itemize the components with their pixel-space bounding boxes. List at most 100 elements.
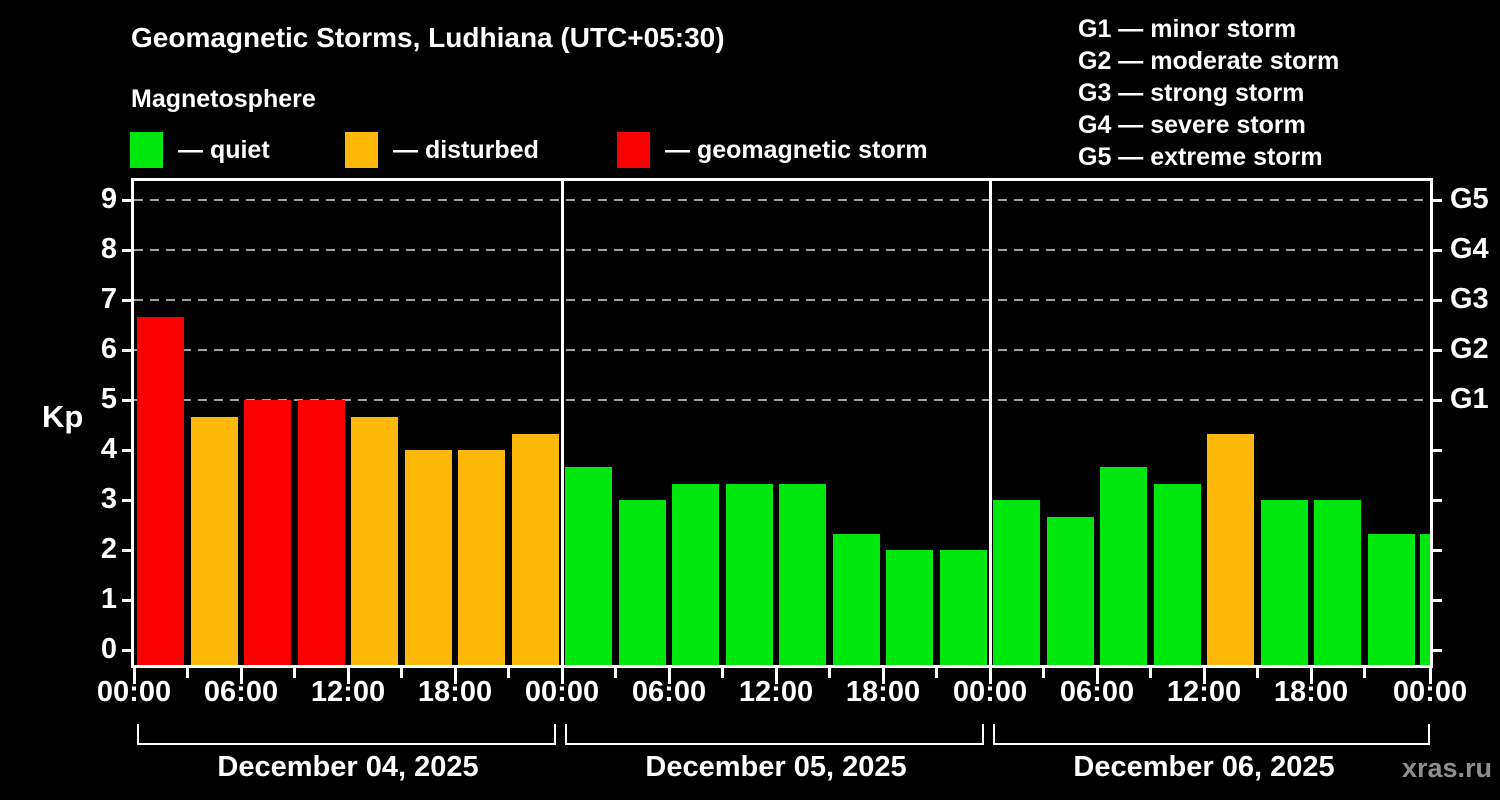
quiet-swatch-icon	[130, 132, 163, 168]
kp-bar	[1153, 483, 1201, 665]
x-axis-tick	[721, 668, 724, 678]
x-axis-label: 18:00	[845, 676, 921, 708]
right-axis-tick	[1433, 348, 1442, 352]
kp-bar	[618, 500, 666, 665]
x-axis-label: 12:00	[1166, 676, 1242, 708]
x-axis-tick	[560, 668, 564, 684]
y-axis-tick	[122, 248, 131, 252]
legend-label-storm: — geomagnetic storm	[665, 135, 928, 164]
chart-title: Geomagnetic Storms, Ludhiana (UTC+05:30)	[131, 22, 725, 53]
kp-bar	[779, 483, 826, 665]
right-axis-tick	[1433, 448, 1442, 452]
x-axis-tick	[186, 668, 189, 678]
x-axis-tick	[346, 668, 350, 684]
x-axis-tick	[828, 668, 831, 678]
x-axis-tick	[774, 668, 778, 684]
kp-bar	[832, 533, 880, 665]
y-axis-tick	[122, 648, 131, 652]
g-scale-label: G5	[1450, 183, 1489, 215]
x-axis-tick	[132, 668, 136, 684]
kp-bar	[565, 466, 612, 665]
x-axis-label: 00:00	[96, 676, 172, 708]
x-axis-tick	[1095, 668, 1099, 684]
right-axis-tick	[1433, 298, 1442, 302]
storm-swatch-icon	[617, 132, 650, 168]
y-axis-tick	[122, 598, 131, 602]
kp-gridline-7	[134, 299, 1430, 301]
legend-item-storm: — geomagnetic storm	[617, 131, 928, 169]
x-axis-label: 06:00	[203, 676, 279, 708]
y-axis-tick	[122, 198, 131, 202]
x-axis-tick	[667, 668, 671, 684]
kp-bar	[725, 483, 773, 665]
kp-bar	[137, 316, 184, 665]
kp-bar	[886, 550, 933, 665]
x-axis-tick	[293, 668, 296, 678]
y-axis-tick	[122, 348, 131, 352]
disturbed-swatch-icon	[345, 132, 378, 168]
kp-gridline-5	[134, 399, 1430, 401]
kp-gridline-6	[134, 349, 1430, 351]
y-axis-label: 1	[100, 583, 117, 615]
x-axis-tick	[1428, 668, 1432, 684]
day-separator	[560, 181, 564, 665]
x-axis-label: 18:00	[1273, 676, 1349, 708]
kp-bar	[404, 450, 452, 665]
kp-bar	[244, 400, 291, 665]
legend-label-disturbed: — disturbed	[393, 135, 539, 164]
kp-bar	[1046, 516, 1094, 665]
y-axis-label: 3	[100, 483, 117, 515]
x-axis-tick	[1309, 668, 1313, 684]
x-axis-tick	[453, 668, 457, 684]
g-scale-legend-item: G2 — moderate storm	[1078, 47, 1340, 75]
kp-bar	[511, 433, 559, 665]
date-label: December 05, 2025	[645, 751, 907, 783]
kp-bar	[939, 550, 987, 665]
x-axis-label: 06:00	[631, 676, 707, 708]
y-axis-label: 7	[100, 283, 117, 315]
y-axis-label: 5	[100, 383, 117, 415]
kp-bar	[1207, 433, 1254, 665]
x-axis-label: 06:00	[1059, 676, 1135, 708]
y-axis-tick	[122, 448, 131, 452]
kp-bar	[1260, 500, 1308, 665]
plot-area	[131, 178, 1433, 668]
kp-bar	[190, 416, 238, 665]
y-axis-label: 9	[100, 183, 117, 215]
kp-gridline-8	[134, 249, 1430, 251]
x-axis-tick	[400, 668, 403, 678]
kp-bar	[1314, 500, 1361, 665]
g-scale-legend: G1 — minor storm G2 — moderate storm G3 …	[1078, 13, 1339, 173]
y-axis-tick	[122, 298, 131, 302]
right-axis-tick	[1433, 548, 1442, 552]
plot-inner	[134, 181, 1430, 665]
legend-label-quiet: — quiet	[178, 135, 270, 164]
x-axis-tick	[935, 668, 938, 678]
chart-subtitle: Magnetosphere	[131, 85, 316, 113]
date-label: December 04, 2025	[217, 751, 479, 783]
g-scale-legend-item: G1 — minor storm	[1078, 15, 1297, 43]
day-bracket	[565, 724, 984, 745]
right-axis-tick	[1433, 598, 1442, 602]
y-axis-tick	[122, 548, 131, 552]
x-axis-label: 18:00	[417, 676, 493, 708]
x-axis-label: 12:00	[310, 676, 386, 708]
g-scale-legend-item: G4 — severe storm	[1078, 111, 1306, 139]
right-axis-tick	[1433, 198, 1442, 202]
day-separator	[988, 181, 992, 665]
g-scale-label: G2	[1450, 333, 1489, 365]
kp-bar	[1367, 533, 1415, 665]
day-bracket	[137, 724, 556, 745]
kp-bar	[351, 416, 398, 665]
y-axis-label: 0	[100, 633, 117, 665]
right-axis-tick	[1433, 498, 1442, 502]
kp-bar	[458, 450, 505, 665]
legend-item-disturbed: — disturbed	[345, 131, 539, 169]
x-axis-tick	[1042, 668, 1045, 678]
g-scale-label: G1	[1450, 383, 1489, 415]
x-axis-label: 00:00	[1392, 676, 1468, 708]
g-scale-legend-item: G3 — strong storm	[1078, 79, 1305, 107]
y-axis-label: 4	[100, 433, 117, 465]
y-axis-label: 8	[100, 233, 117, 265]
